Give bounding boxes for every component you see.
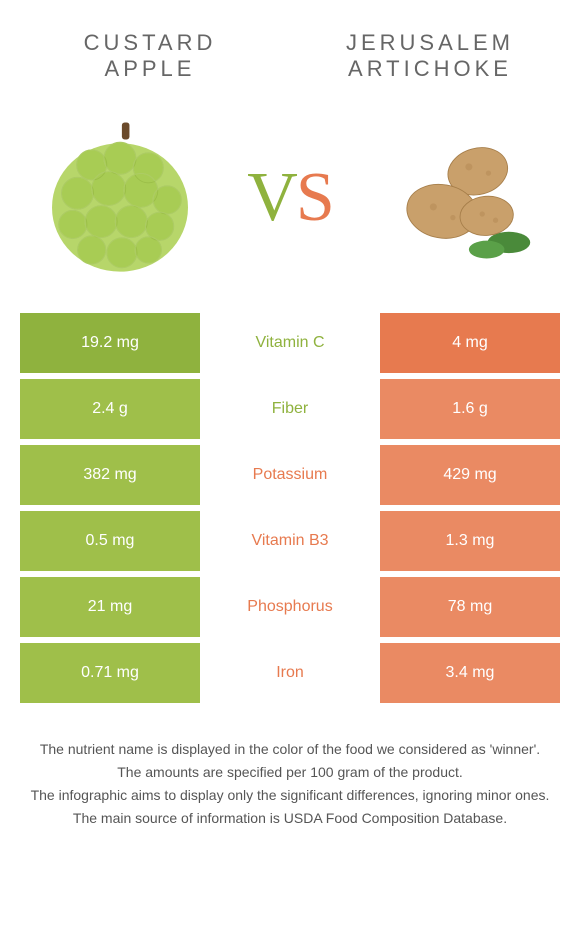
right-value: 4 mg	[380, 313, 560, 373]
header-row: CUSTARD APPLE JERUSALEM ARTICHOKE	[0, 0, 580, 93]
nutrient-name: Phosphorus	[200, 577, 380, 637]
table-row: 21 mgPhosphorus78 mg	[20, 577, 560, 637]
vs-s: S	[296, 159, 333, 236]
footer-line-3: The infographic aims to display only the…	[30, 785, 550, 806]
table-row: 19.2 mgVitamin C4 mg	[20, 313, 560, 373]
right-value: 78 mg	[380, 577, 560, 637]
vs-v: V	[247, 159, 296, 236]
table-row: 0.71 mgIron3.4 mg	[20, 643, 560, 703]
nutrient-name: Potassium	[200, 445, 380, 505]
nutrient-name: Fiber	[200, 379, 380, 439]
right-food-title: JERUSALEM ARTICHOKE	[320, 30, 540, 83]
table-row: 2.4 gFiber1.6 g	[20, 379, 560, 439]
comparison-table: 19.2 mgVitamin C4 mg2.4 gFiber1.6 g382 m…	[20, 313, 560, 703]
left-value: 2.4 g	[20, 379, 200, 439]
left-value: 19.2 mg	[20, 313, 200, 373]
jerusalem-artichoke-image	[370, 108, 550, 288]
footer-notes: The nutrient name is displayed in the co…	[0, 709, 580, 829]
nutrient-name: Vitamin B3	[200, 511, 380, 571]
left-value: 21 mg	[20, 577, 200, 637]
table-row: 382 mgPotassium429 mg	[20, 445, 560, 505]
footer-line-2: The amounts are specified per 100 gram o…	[30, 762, 550, 783]
table-row: 0.5 mgVitamin B31.3 mg	[20, 511, 560, 571]
nutrient-name: Vitamin C	[200, 313, 380, 373]
right-value: 3.4 mg	[380, 643, 560, 703]
vs-label: VS	[247, 158, 333, 238]
images-row: VS	[0, 93, 580, 313]
left-food-title: CUSTARD APPLE	[40, 30, 260, 83]
right-value: 1.3 mg	[380, 511, 560, 571]
nutrient-name: Iron	[200, 643, 380, 703]
right-value: 1.6 g	[380, 379, 560, 439]
footer-line-4: The main source of information is USDA F…	[30, 808, 550, 829]
footer-line-1: The nutrient name is displayed in the co…	[30, 739, 550, 760]
left-value: 0.5 mg	[20, 511, 200, 571]
right-value: 429 mg	[380, 445, 560, 505]
left-value: 0.71 mg	[20, 643, 200, 703]
left-value: 382 mg	[20, 445, 200, 505]
custard-apple-image	[30, 108, 210, 288]
